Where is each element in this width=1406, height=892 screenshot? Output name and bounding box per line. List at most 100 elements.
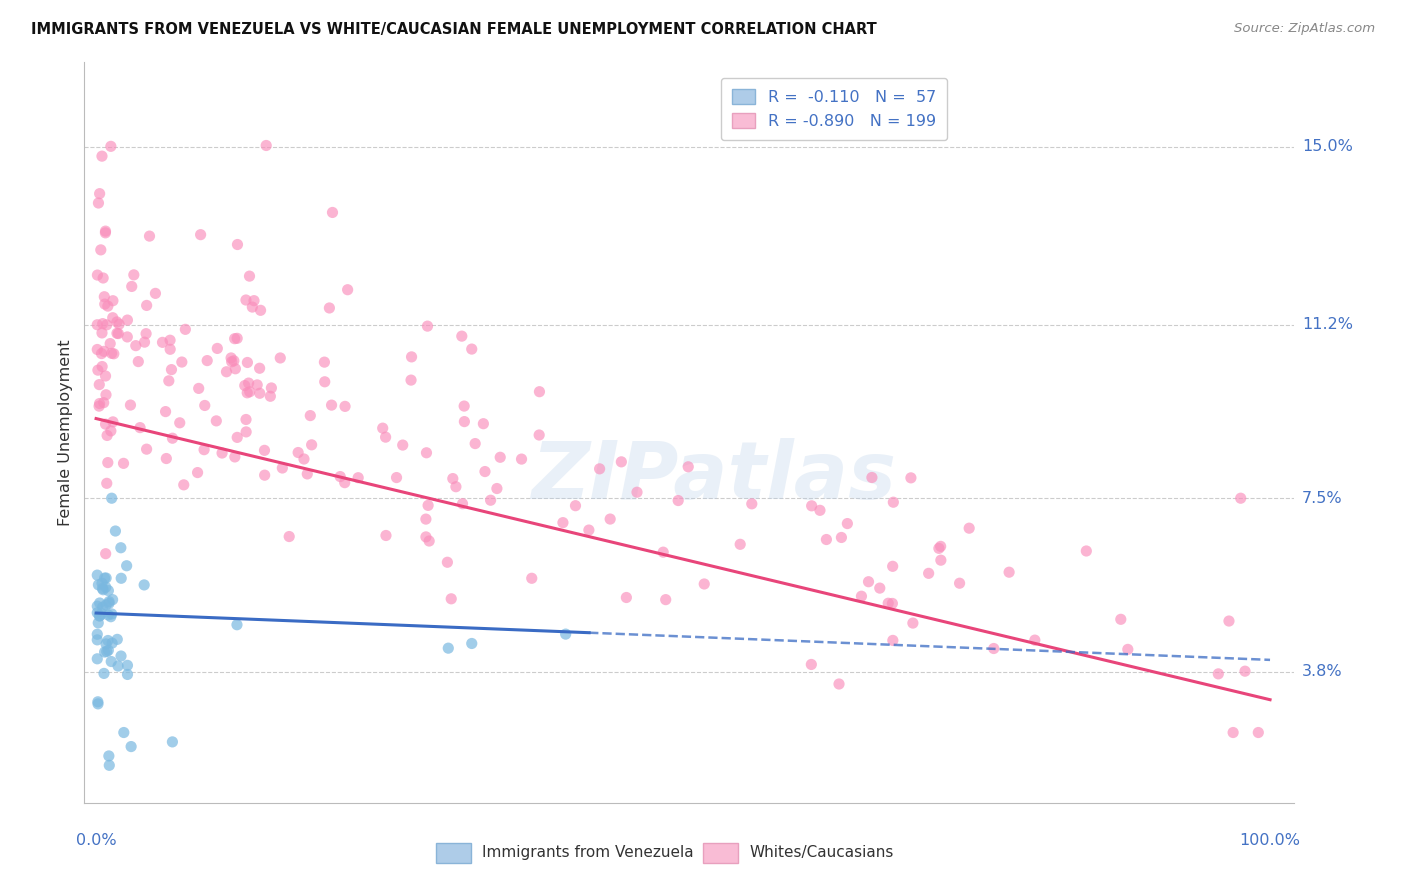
Point (254, 138, 277, 153)
Point (89, 377, 111, 392)
Point (193, 442, 215, 457)
Point (86, 268, 108, 282)
Point (436, 555, 458, 569)
Point (135, 298, 157, 312)
Point (221, 355, 243, 369)
Point (117, 330, 139, 344)
Point (86, 627, 108, 641)
Point (297, 467, 319, 481)
Point (416, 319, 439, 334)
Point (1218, 614, 1240, 628)
Point (391, 438, 413, 452)
Point (238, 269, 260, 284)
Point (97, 607, 120, 622)
Point (929, 553, 952, 567)
Point (226, 617, 249, 632)
Point (100, 655, 122, 669)
Point (441, 472, 464, 486)
Point (120, 398, 142, 412)
Point (287, 445, 309, 459)
Point (96, 476, 118, 491)
Point (253, 443, 276, 458)
Point (93, 344, 115, 359)
Point (222, 353, 245, 368)
Point (693, 577, 716, 591)
Point (437, 641, 460, 656)
Point (169, 416, 191, 430)
Point (103, 347, 125, 361)
Point (127, 354, 149, 368)
Point (347, 471, 370, 485)
Point (117, 667, 139, 681)
Point (1109, 612, 1132, 626)
Point (101, 592, 124, 607)
Point (554, 627, 576, 641)
Point (138, 229, 160, 244)
Point (269, 351, 291, 365)
Point (101, 293, 124, 308)
Point (93, 290, 115, 304)
Point (461, 342, 484, 356)
Point (110, 648, 132, 663)
Point (174, 322, 197, 336)
Point (860, 470, 883, 484)
Point (112, 456, 135, 470)
Point (91, 600, 114, 615)
Point (100, 607, 122, 621)
Point (129, 420, 152, 434)
Point (94, 417, 117, 432)
Point (94, 547, 117, 561)
Point (385, 470, 408, 484)
Point (510, 452, 533, 467)
Point (588, 462, 610, 476)
Point (107, 659, 129, 673)
Point (485, 482, 508, 496)
Point (444, 480, 467, 494)
Point (94, 571, 117, 585)
Point (86, 652, 108, 666)
Point (599, 512, 621, 526)
Point (190, 227, 212, 242)
Point (110, 541, 132, 555)
Point (464, 436, 486, 450)
Point (125, 338, 148, 352)
Point (89, 608, 111, 623)
Point (882, 559, 904, 574)
Point (226, 331, 249, 345)
Point (90, 346, 112, 360)
Point (226, 237, 249, 252)
Point (374, 430, 396, 444)
Point (948, 576, 970, 591)
Point (830, 531, 852, 545)
Point (415, 530, 437, 544)
Point (96, 428, 118, 442)
Point (238, 376, 260, 390)
Point (260, 381, 283, 395)
Point (91, 317, 114, 331)
Point (1247, 725, 1270, 739)
Point (329, 469, 352, 483)
Point (249, 361, 271, 376)
Text: Whites/Caucasians: Whites/Caucasians (749, 846, 894, 860)
Point (89, 596, 111, 610)
Point (97, 456, 120, 470)
Point (155, 404, 177, 418)
Point (333, 400, 356, 414)
Point (418, 534, 440, 549)
Point (155, 451, 177, 466)
Point (86, 599, 108, 614)
Point (728, 537, 751, 551)
Point (877, 596, 900, 610)
Point (145, 286, 167, 301)
Point (100, 424, 122, 438)
Point (882, 495, 904, 509)
Point (882, 597, 904, 611)
Point (205, 414, 228, 428)
Point (652, 545, 675, 559)
Point (100, 491, 122, 506)
Point (450, 329, 472, 343)
Point (240, 300, 263, 314)
Point (94, 369, 117, 384)
Point (321, 205, 343, 219)
Point (134, 335, 156, 350)
